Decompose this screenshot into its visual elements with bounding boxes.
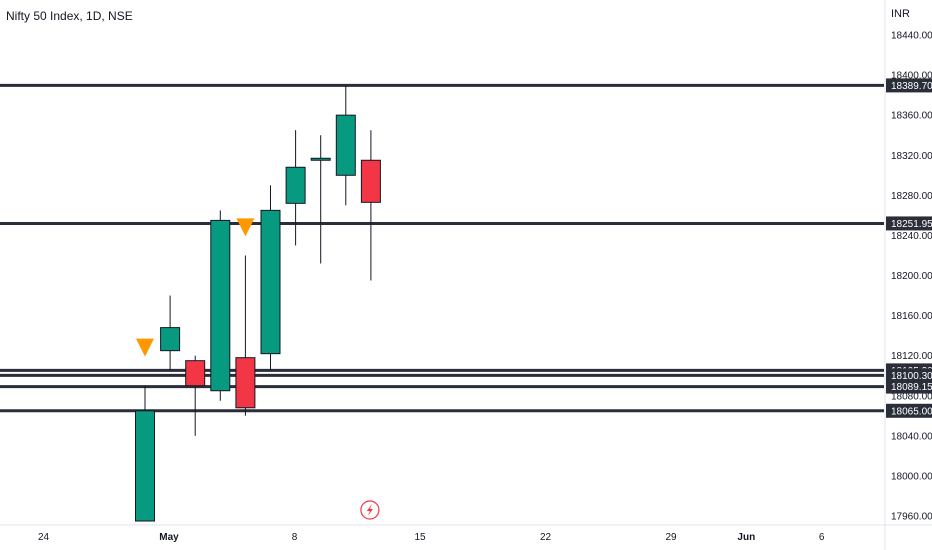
y-tick-label: 18320.00 [891, 151, 932, 162]
level-tag-bg [886, 368, 932, 383]
candle[interactable] [260, 185, 281, 371]
level-tag-text: 18100.30 [891, 371, 932, 382]
signal-markers [136, 218, 255, 357]
candle[interactable] [235, 255, 256, 416]
y-tick-label: 18200.00 [891, 271, 932, 282]
sell-signal-triangle [136, 338, 154, 357]
candle-body-down [185, 360, 206, 387]
y-tick-label: 18280.00 [891, 191, 932, 202]
candle-body-up [335, 114, 356, 176]
candle-body-up [260, 209, 281, 355]
level-price-tag: 18389.70 [886, 78, 932, 93]
x-tick-label: 24 [38, 532, 50, 543]
y-tick-label: 18240.00 [891, 231, 932, 242]
y-tick-label: 18440.00 [891, 31, 932, 42]
candle-body-up [210, 219, 231, 392]
x-tick-label: 15 [414, 532, 426, 543]
level-price-tag: 18089.15 [886, 379, 932, 394]
y-tick-label: 18000.00 [891, 471, 932, 482]
candle[interactable] [310, 135, 331, 264]
horizontal-levels[interactable] [0, 83, 884, 413]
x-tick-label: May [159, 532, 179, 543]
y-tick-label: 18400.00 [891, 71, 932, 82]
level-tag-text: 18065.00 [891, 406, 932, 417]
level-labels: 18389.7018251.9518105.3018100.3018089.15… [886, 78, 932, 418]
price-axis[interactable]: 18440.00 18400.00 18360.00 18320.00 18280.00… [884, 0, 932, 550]
x-tick-label: Jun [737, 532, 755, 543]
y-tick-label: 18160.00 [891, 311, 932, 322]
lightning-bolt-glyph [366, 504, 373, 516]
candle[interactable] [185, 355, 206, 436]
candle[interactable] [160, 295, 181, 371]
y-tick-label: 17960.00 [891, 512, 932, 523]
sell-signal-triangle [236, 218, 255, 237]
x-tick-label: 8 [292, 532, 298, 543]
level-tag-bg [886, 379, 932, 394]
candle-body-down [360, 159, 381, 203]
level-price-tag: 18251.95 [886, 216, 932, 231]
candle-body-up [310, 157, 331, 161]
y-tick-label: 18040.00 [891, 431, 932, 442]
level-price-tag: 18100.30 [886, 368, 932, 383]
time-axis[interactable]: 24 May 8 15 22 29 Jun 6 [0, 524, 932, 543]
level-tag-text: 18389.70 [891, 81, 932, 92]
candle-body-up [135, 410, 155, 522]
y-tick-label: 18120.00 [891, 351, 932, 362]
candle-body-up [285, 166, 306, 204]
event-marker[interactable] [360, 500, 380, 520]
chart-title: Nifty 50 Index, 1D, NSE [6, 9, 133, 23]
candle-body-up [160, 327, 181, 352]
y-tick-label: 18360.00 [891, 111, 932, 122]
x-tick-label: 6 [819, 532, 825, 543]
x-tick-label: 22 [540, 532, 552, 543]
level-tag-bg [886, 78, 932, 93]
candle-body-down [235, 357, 256, 409]
candle[interactable] [285, 130, 306, 246]
level-tag-bg [886, 216, 932, 231]
x-tick-label: 29 [665, 532, 677, 543]
level-tag-bg [886, 403, 932, 418]
candle[interactable] [210, 210, 231, 401]
level-price-tag: 18065.00 [886, 403, 932, 418]
level-tag-text: 18089.15 [891, 382, 932, 393]
candle[interactable] [335, 85, 356, 206]
level-tag-text: 18251.95 [891, 219, 932, 230]
currency-label: INR [891, 8, 910, 20]
candle[interactable] [360, 130, 381, 281]
y-tick-label: 18080.00 [891, 391, 932, 402]
candles[interactable] [135, 85, 381, 522]
candle[interactable] [135, 385, 155, 522]
